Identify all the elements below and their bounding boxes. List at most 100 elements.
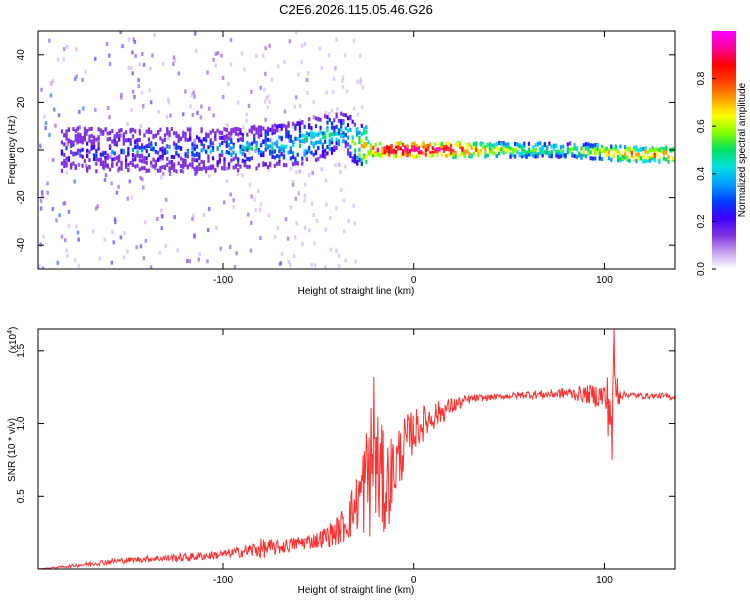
chart-title: C2E6.2026.115.05.46.G26 [279, 2, 433, 17]
spectrogram-cell [365, 141, 368, 146]
spectrogram-cell [225, 128, 228, 133]
spectrogram-cell [527, 141, 530, 146]
spectrogram-cell [163, 150, 167, 155]
spectrogram-cell [317, 140, 320, 145]
spectrogram-cell [239, 128, 242, 133]
spectrogram-cell [241, 146, 244, 151]
spectrogram-noise-cell [81, 78, 84, 83]
spectrogram-cell [70, 144, 73, 149]
spectrogram-cell [660, 149, 663, 154]
spectrogram-noise-cell [126, 249, 129, 254]
spectrogram-cell [296, 161, 299, 166]
spectrogram-cell [523, 153, 526, 158]
spectrogram-cell [353, 122, 357, 127]
spectrogram-cell [658, 156, 661, 161]
spectrogram-noise-cell [173, 145, 177, 150]
spectrogram-cell [74, 138, 77, 143]
spectrogram-cell [578, 152, 581, 157]
spectrogram-noise-cell [262, 53, 265, 58]
spectrogram-cell [118, 129, 121, 134]
spectrogram-cell [223, 166, 226, 171]
spectrogram-noise-cell [128, 179, 132, 184]
spectrogram-cell [239, 137, 242, 142]
spectrogram-cell [479, 151, 482, 156]
spectrogram-noise-cell [325, 90, 329, 95]
spectrogram-noise-cell [242, 149, 246, 154]
spectrogram-cell [433, 149, 437, 154]
spectrogram-cell [390, 145, 393, 150]
spectrogram-cell [186, 137, 189, 142]
spectrogram-noise-cell [94, 206, 98, 211]
spectrogram-cell [237, 158, 240, 163]
spectrogram-cell [163, 133, 167, 138]
snr-frame [37, 328, 676, 570]
spectrogram-cell [298, 139, 302, 144]
spectrogram-cell [546, 151, 549, 156]
spectrogram-cell [157, 129, 160, 134]
spectrogram-x-label: Height of straight line (km) [298, 286, 415, 297]
spectrogram-cell [97, 157, 100, 162]
spectrogram-cell [195, 135, 199, 140]
spectrogram-cell [129, 138, 132, 143]
colorbar-label: Normalized spectral amplitude [737, 82, 748, 217]
spectrogram-cell [326, 151, 329, 156]
spectrogram-cell [276, 153, 279, 158]
spectrogram-cell [552, 143, 556, 148]
spectrogram-noise-cell [149, 100, 153, 105]
spectrogram-cell [131, 147, 135, 152]
spectrogram-cell [330, 150, 334, 155]
spectrogram-cell [610, 157, 613, 162]
spectrogram-cell [175, 143, 178, 148]
spectrogram-noise-cell [235, 251, 238, 256]
spectrogram-noise-cell [167, 100, 171, 105]
spectrogram-cell [200, 166, 203, 171]
spectrogram-noise-cell [247, 212, 250, 217]
spectrogram-noise-cell [39, 144, 42, 149]
spectrogram-cell [571, 146, 574, 151]
spectrogram-cell [388, 152, 391, 157]
spectrogram-noise-cell [307, 71, 310, 76]
spectrogram-cell [102, 164, 105, 169]
spectrogram-cell [520, 154, 524, 159]
spectrogram-cell [399, 154, 402, 159]
spectrogram-cell [72, 142, 75, 147]
spectrogram-cell [337, 142, 341, 147]
spectrogram-cell [99, 159, 102, 164]
spectrogram-y-label: Frequency (Hz) [7, 116, 18, 185]
colorbar-gradient [712, 31, 736, 269]
spectrogram-cell [79, 153, 82, 158]
spectrogram-cell [649, 147, 652, 152]
spectrogram-cell [83, 130, 86, 135]
spectrogram-noise-cell [73, 179, 76, 184]
spectrogram-noise-cell [176, 248, 179, 253]
spectrogram-noise-cell [240, 51, 244, 56]
spectrogram-cell [301, 133, 304, 138]
spectrogram-noise-cell [207, 206, 211, 211]
spectrogram-cell [607, 156, 611, 161]
spectrogram-noise-cell [191, 216, 194, 221]
spectrogram-cell [392, 150, 395, 155]
spectrogram-noise-cell [266, 105, 269, 110]
spectrogram-cell [511, 153, 514, 158]
spectrogram-cell [333, 145, 336, 150]
spectrogram-cell [232, 144, 235, 149]
spectrogram-cell [264, 142, 267, 147]
spectrogram-cell [239, 131, 242, 136]
spectrogram-noise-cell [110, 181, 113, 186]
spectrogram-cell [163, 164, 167, 169]
spectrogram-cell [161, 146, 164, 151]
spectrogram-cell [573, 146, 576, 151]
spectrogram-cell [145, 160, 148, 165]
spectrogram-noise-cell [181, 169, 185, 174]
spectrogram-cell [232, 157, 235, 162]
spectrogram-cell [465, 149, 469, 154]
spectrogram-noise-cell [148, 88, 151, 93]
spectrogram-noise-cell [206, 70, 209, 75]
spectrogram-noise-cell [289, 166, 292, 171]
spectrogram-noise-cell [119, 95, 123, 100]
spectrogram-cell [308, 132, 311, 137]
spectrogram-cell [484, 145, 487, 150]
spectrogram-cell [168, 144, 171, 149]
spectrogram-noise-cell [343, 229, 346, 234]
spectrogram-cell [234, 153, 238, 158]
